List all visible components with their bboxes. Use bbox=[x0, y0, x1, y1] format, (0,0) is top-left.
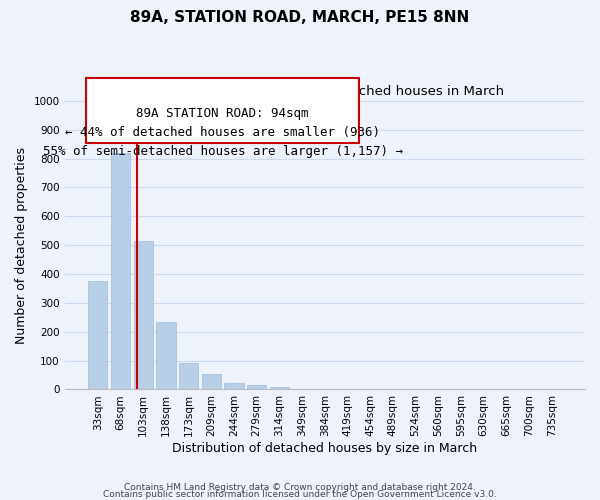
Text: 89A STATION ROAD: 94sqm
← 44% of detached houses are smaller (936)
55% of semi-d: 89A STATION ROAD: 94sqm ← 44% of detache… bbox=[43, 106, 403, 158]
Bar bbox=[86, 78, 359, 142]
Y-axis label: Number of detached properties: Number of detached properties bbox=[15, 146, 28, 344]
Bar bbox=[88, 281, 107, 390]
Text: 89A, STATION ROAD, MARCH, PE15 8NN: 89A, STATION ROAD, MARCH, PE15 8NN bbox=[130, 10, 470, 25]
Bar bbox=[270, 386, 289, 390]
Bar bbox=[134, 241, 153, 390]
Bar bbox=[156, 322, 176, 390]
Text: Contains public sector information licensed under the Open Government Licence v3: Contains public sector information licen… bbox=[103, 490, 497, 499]
Bar bbox=[247, 386, 266, 390]
Text: Contains HM Land Registry data © Crown copyright and database right 2024.: Contains HM Land Registry data © Crown c… bbox=[124, 484, 476, 492]
Bar bbox=[111, 154, 130, 390]
Bar bbox=[202, 374, 221, 390]
Bar bbox=[224, 383, 244, 390]
Bar bbox=[179, 363, 198, 390]
Title: Size of property relative to detached houses in March: Size of property relative to detached ho… bbox=[146, 85, 504, 98]
X-axis label: Distribution of detached houses by size in March: Distribution of detached houses by size … bbox=[172, 442, 478, 455]
